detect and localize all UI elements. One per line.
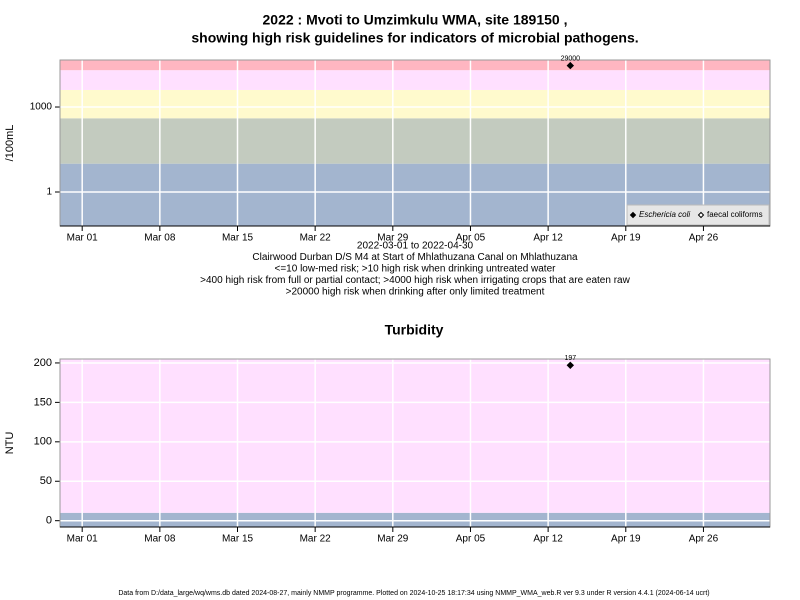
data-label: 29000 xyxy=(561,55,581,62)
y-tick-label: 1000 xyxy=(30,102,53,113)
x-tick-label: Apr 26 xyxy=(689,534,719,545)
x-tick-label: Apr 26 xyxy=(689,233,719,244)
x-tick-label: Mar 15 xyxy=(222,534,254,545)
chart-title: Turbidity xyxy=(385,322,444,338)
note: <=10 low-med risk; >10 high risk when dr… xyxy=(275,264,557,275)
risk-band xyxy=(60,359,770,513)
risk-band xyxy=(60,118,770,164)
x-tick-label: Mar 01 xyxy=(67,534,99,545)
x-tick-label: Mar 01 xyxy=(67,233,99,244)
y-axis-label: /100mL xyxy=(4,125,16,162)
x-tick-label: Mar 22 xyxy=(300,534,332,545)
y-tick-label: 150 xyxy=(34,396,52,408)
data-point xyxy=(566,61,575,70)
note: Clairwood Durban D/S M4 at Start of Mhla… xyxy=(252,252,578,263)
y-axis-label: NTU xyxy=(4,432,16,455)
y-tick-label: 1 xyxy=(46,187,52,198)
x-tick-label: Apr 05 xyxy=(456,233,486,244)
x-tick-label: Apr 12 xyxy=(533,534,563,545)
title-line: 2022 : Mvoti to Umzimkulu WMA, site 1891… xyxy=(263,12,568,28)
x-tick-label: Apr 19 xyxy=(611,534,641,545)
note: >20000 high risk when drinking after onl… xyxy=(286,287,545,298)
note: >400 high risk from full or partial cont… xyxy=(200,275,630,286)
note: 2022-03-01 to 2022-04-30 xyxy=(357,241,474,252)
x-tick-label: Mar 29 xyxy=(377,233,409,244)
data-label: 197 xyxy=(564,355,576,362)
x-tick-label: Mar 08 xyxy=(144,534,176,545)
x-tick-label: Apr 12 xyxy=(533,233,563,244)
y-tick-label: 100 xyxy=(34,436,52,448)
title-line: showing high risk guidelines for indicat… xyxy=(191,30,638,46)
legend-label: faecal coliforms xyxy=(707,210,763,219)
risk-band xyxy=(60,60,770,71)
legend-marker xyxy=(629,211,637,219)
x-tick-label: Mar 22 xyxy=(300,233,332,244)
x-tick-label: Apr 05 xyxy=(456,534,486,545)
legend-label: Eschericia coli xyxy=(639,210,690,219)
x-tick-label: Apr 19 xyxy=(611,233,641,244)
x-tick-label: Mar 29 xyxy=(377,534,409,545)
y-tick-label: 0 xyxy=(46,515,52,527)
legend-marker xyxy=(697,211,705,219)
footer: Data from D:/data_large/wq/wms.db dated … xyxy=(118,590,709,597)
data-point xyxy=(566,361,575,370)
y-tick-label: 200 xyxy=(34,357,52,369)
risk-band xyxy=(60,512,770,527)
y-tick-label: 50 xyxy=(40,475,52,487)
risk-band xyxy=(60,89,770,119)
risk-band xyxy=(60,70,770,90)
x-tick-label: Mar 08 xyxy=(144,233,176,244)
x-tick-label: Mar 15 xyxy=(222,233,254,244)
